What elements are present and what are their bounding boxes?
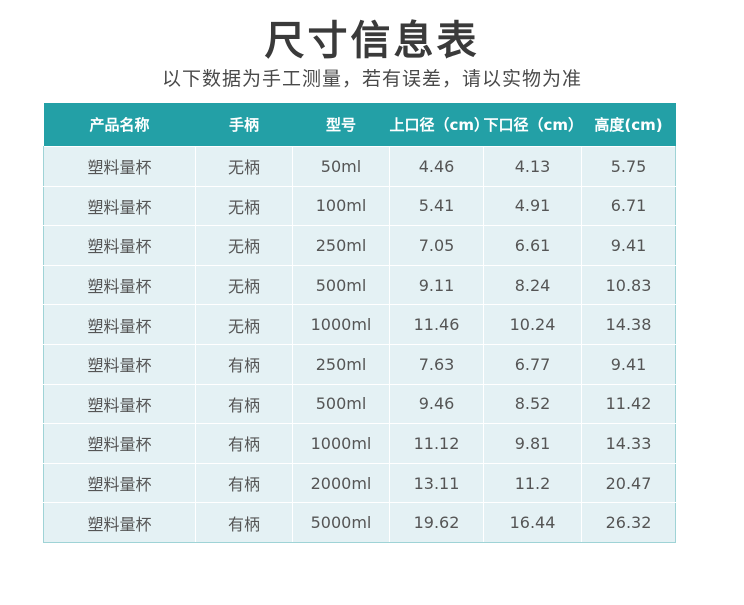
cell-bottom-diameter: 6.77 [483,343,582,385]
header-model: 型号 [292,103,390,147]
table-row: 塑料量杯 无柄 250ml 7.05 6.61 9.41 [43,225,676,266]
table-row: 塑料量杯 无柄 50ml 4.46 4.13 5.75 [43,146,676,187]
cell-height: 11.42 [581,383,676,425]
cell-height: 5.75 [581,146,676,187]
cell-height: 26.32 [581,502,676,543]
cell-model: 500ml [292,383,390,425]
cell-model: 1000ml [292,423,390,464]
cell-bottom-diameter: 4.91 [483,185,582,227]
cell-model: 100ml [292,185,390,227]
cell-handle: 无柄 [195,264,293,306]
cell-top-diameter: 7.05 [389,225,484,266]
cell-handle: 有柄 [195,423,293,464]
cell-height: 10.83 [581,264,676,306]
cell-height: 14.33 [581,423,676,464]
cell-handle: 无柄 [195,185,293,227]
cell-handle: 有柄 [195,462,293,504]
table-row: 塑料量杯 无柄 1000ml 11.46 10.24 14.38 [43,304,676,345]
cell-product-name: 塑料量杯 [43,383,196,425]
cell-handle: 无柄 [195,304,293,345]
cell-product-name: 塑料量杯 [43,423,196,464]
size-table: 产品名称 手柄 型号 上口径（cm） 下口径（cm） 高度(cm) 塑料量杯 无柄… [43,103,676,543]
cell-bottom-diameter: 8.52 [483,383,582,425]
cell-height: 6.71 [581,185,676,227]
cell-bottom-diameter: 6.61 [483,225,582,266]
cell-model: 1000ml [292,304,390,345]
cell-top-diameter: 9.11 [389,264,484,306]
page-title: 尺寸信息表 [264,18,480,64]
header-product-name: 产品名称 [43,103,196,147]
cell-top-diameter: 5.41 [389,185,484,227]
size-table-header: 产品名称 手柄 型号 上口径（cm） 下口径（cm） 高度(cm) [43,103,676,147]
cell-bottom-diameter: 11.2 [483,462,582,504]
cell-bottom-diameter: 8.24 [483,264,582,306]
cell-product-name: 塑料量杯 [43,304,196,345]
cell-product-name: 塑料量杯 [43,462,196,504]
cell-model: 50ml [292,146,390,187]
cell-model: 5000ml [292,502,390,543]
cell-bottom-diameter: 4.13 [483,146,582,187]
cell-top-diameter: 7.63 [389,343,484,385]
cell-model: 250ml [292,343,390,385]
table-row: 塑料量杯 有柄 2000ml 13.11 11.2 20.47 [43,462,676,504]
cell-top-diameter: 4.46 [389,146,484,187]
table-row: 塑料量杯 无柄 500ml 9.11 8.24 10.83 [43,264,676,306]
cell-height: 20.47 [581,462,676,504]
header-height: 高度(cm) [581,103,676,147]
cell-top-diameter: 11.12 [389,423,484,464]
table-row: 塑料量杯 有柄 5000ml 19.62 16.44 26.32 [43,502,676,543]
cell-handle: 有柄 [195,502,293,543]
cell-bottom-diameter: 10.24 [483,304,582,345]
cell-handle: 有柄 [195,383,293,425]
cell-product-name: 塑料量杯 [43,185,196,227]
header-top-diameter: 上口径（cm） [389,103,489,147]
cell-product-name: 塑料量杯 [43,264,196,306]
cell-top-diameter: 13.11 [389,462,484,504]
cell-bottom-diameter: 16.44 [483,502,582,543]
cell-product-name: 塑料量杯 [43,146,196,187]
table-row: 塑料量杯 有柄 1000ml 11.12 9.81 14.33 [43,423,676,464]
cell-height: 9.41 [581,225,676,266]
header-bottom-diameter: 下口径（cm） [483,103,583,147]
cell-height: 9.41 [581,343,676,385]
header-row: 产品名称 手柄 型号 上口径（cm） 下口径（cm） 高度(cm) [43,103,676,147]
page-subtitle: 以下数据为手工测量，若有误差，请以实物为准 [161,68,582,90]
table-row: 塑料量杯 有柄 250ml 7.63 6.77 9.41 [43,343,676,385]
cell-top-diameter: 9.46 [389,383,484,425]
cell-product-name: 塑料量杯 [43,225,196,266]
cell-handle: 无柄 [195,146,293,187]
cell-model: 500ml [292,264,390,306]
cell-top-diameter: 11.46 [389,304,484,345]
table-row: 塑料量杯 无柄 100ml 5.41 4.91 6.71 [43,185,676,227]
cell-model: 2000ml [292,462,390,504]
cell-top-diameter: 19.62 [389,502,484,543]
cell-handle: 有柄 [195,343,293,385]
cell-bottom-diameter: 9.81 [483,423,582,464]
cell-model: 250ml [292,225,390,266]
cell-product-name: 塑料量杯 [43,502,196,543]
size-table-body: 塑料量杯 无柄 50ml 4.46 4.13 5.75 塑料量杯 无柄 100ml 5.41 4.9… [43,146,676,543]
table-row: 塑料量杯 有柄 500ml 9.46 8.52 11.42 [43,383,676,425]
header-handle: 手柄 [195,103,293,147]
cell-product-name: 塑料量杯 [43,343,196,385]
cell-height: 14.38 [581,304,676,345]
cell-handle: 无柄 [195,225,293,266]
